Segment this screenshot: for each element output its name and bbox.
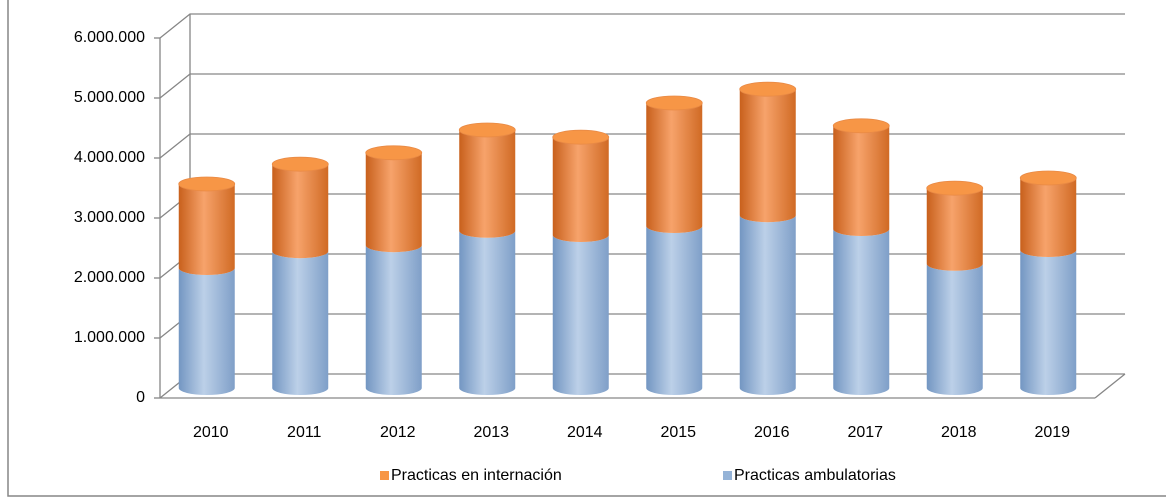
cylinder-segment [552,235,609,395]
cylinder-segment [552,137,609,243]
cylinder-top [1019,170,1077,186]
cylinder-segment [459,230,516,395]
legend-label: Practicas ambulatorias [734,467,896,484]
grid-line [159,13,1125,39]
cylinder-top [926,180,984,196]
x-tick-label: 2014 [567,424,603,441]
legend-swatch [723,471,732,480]
cylinder-top [271,156,329,172]
cylinder-segment [272,164,329,259]
cylinder-segment [833,229,890,395]
y-tick-label: 0 [136,389,145,406]
x-tick-label: 2011 [287,424,322,441]
y-tick-label: 2.000.000 [74,269,145,286]
cylinder-segment [459,130,516,238]
cylinder-segment [833,125,890,236]
x-tick-label: 2018 [941,424,977,441]
cylinder-segment [365,152,422,253]
cylinder-segment [646,103,703,234]
cylinder-segment [739,215,796,395]
legend-swatch [380,471,389,480]
grid-line [159,73,1125,99]
cylinder-segment [739,89,796,223]
cylinder-top [552,129,610,145]
cylinder-segment [646,226,703,395]
cylinder-segment [272,251,329,395]
cylinder-segment [178,268,235,395]
cylinder-segment [926,263,983,395]
x-tick-label: 2017 [847,424,883,441]
cylinder-segment [178,184,235,276]
x-tick-label: 2013 [473,424,509,441]
cylinder-top [178,176,236,192]
cylinder-top [645,95,703,111]
y-tick-label: 4.000.000 [74,149,145,166]
y-tick-label: 5.000.000 [74,89,145,106]
cylinder-top [739,81,797,97]
x-tick-label: 2012 [380,424,416,441]
axis-line [1094,373,1126,399]
x-tick-label: 2019 [1034,424,1070,441]
x-tick-label: 2010 [193,424,229,441]
y-tick-label: 6.000.000 [74,29,145,46]
grid-line [159,133,1125,159]
cylinder-segment [1020,178,1077,257]
cylinder-segment [365,245,422,395]
x-tick-label: 2015 [660,424,696,441]
y-tick-label: 3.000.000 [74,209,145,226]
x-tick-label: 2016 [754,424,790,441]
cylinder-segment [1020,250,1077,395]
y-tick-label: 1.000.000 [74,329,145,346]
legend-label: Practicas en internación [391,467,562,484]
cylinder-top [832,118,890,134]
frame [7,0,1166,497]
cylinder-top [365,145,423,161]
cylinder-segment [926,188,983,271]
cylinder-top [458,122,516,138]
